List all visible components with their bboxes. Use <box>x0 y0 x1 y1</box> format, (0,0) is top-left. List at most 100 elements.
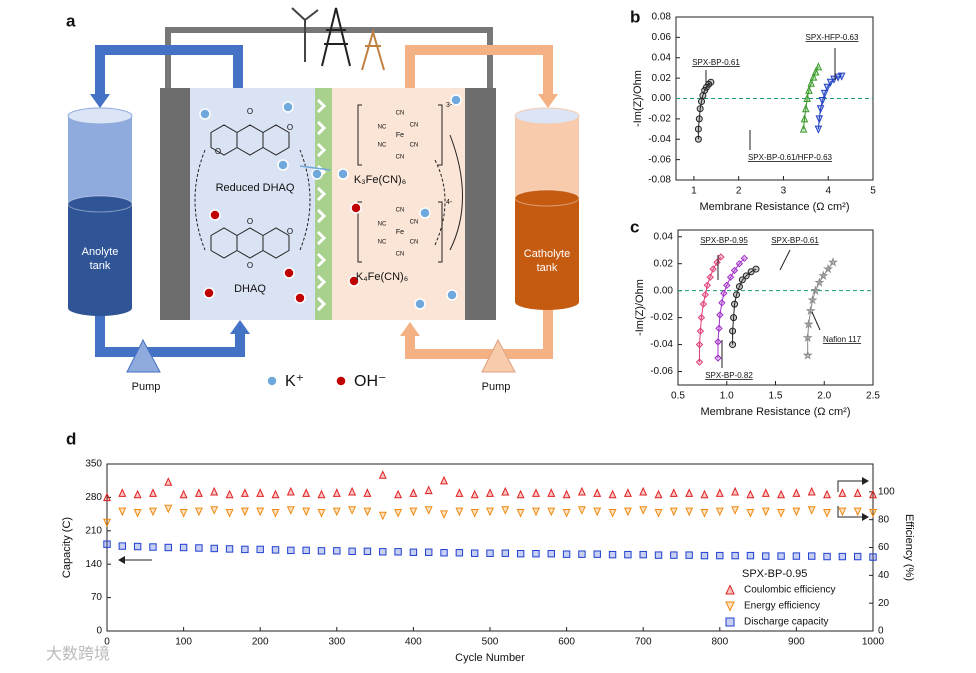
bracket <box>357 104 362 166</box>
point <box>608 489 617 499</box>
tank-label: Anolyte <box>82 246 119 258</box>
point <box>623 488 632 497</box>
point <box>669 488 678 497</box>
point <box>210 486 219 496</box>
x-tick-label: 1.0 <box>720 391 734 402</box>
point <box>409 548 418 556</box>
point <box>470 509 479 518</box>
atom-label: O <box>287 123 293 132</box>
point <box>803 93 811 102</box>
point <box>440 510 448 519</box>
ligand: CN <box>396 111 405 117</box>
point <box>164 477 173 486</box>
atom-label: O <box>247 217 253 226</box>
series-name: SPX-BP-0.61 <box>771 236 819 245</box>
point <box>562 550 571 558</box>
point <box>869 553 877 561</box>
metal: Fe <box>396 132 404 139</box>
panel-label: c <box>630 217 639 236</box>
ligand: CN <box>410 240 419 246</box>
point <box>853 552 862 561</box>
point <box>715 324 723 333</box>
point <box>740 254 749 263</box>
point <box>853 488 862 497</box>
point <box>378 470 387 479</box>
oh-ion <box>203 287 215 299</box>
y-tick-label: 0.04 <box>652 52 672 63</box>
point <box>516 509 525 518</box>
point <box>440 549 448 557</box>
tank-label: Catholyte <box>524 248 570 260</box>
y2-tick-label: 0 <box>878 626 884 637</box>
point <box>807 78 815 87</box>
y-axis-label: -Im(Z)/Ohm <box>632 70 644 127</box>
point <box>210 506 219 515</box>
watermark: 大数跨境 <box>46 644 110 663</box>
point <box>807 486 816 496</box>
molecule-ring <box>262 227 290 259</box>
y2-tick-label: 20 <box>878 598 890 609</box>
point <box>639 550 647 559</box>
point <box>424 485 433 495</box>
pipe <box>95 310 245 357</box>
point <box>501 486 510 496</box>
point <box>639 506 648 515</box>
point <box>805 85 813 94</box>
legend-label: OH⁻ <box>354 373 386 390</box>
point <box>133 542 142 551</box>
point <box>225 545 234 553</box>
legend-label: Coulombic efficiency <box>744 585 836 596</box>
pointer <box>779 249 791 271</box>
point <box>726 273 735 281</box>
point <box>302 546 310 555</box>
point <box>409 488 418 497</box>
electrode <box>160 88 190 320</box>
point <box>808 552 816 560</box>
tank-lower <box>515 198 579 302</box>
point <box>700 509 709 518</box>
point <box>809 72 818 81</box>
point <box>837 72 846 81</box>
membrane-chevron <box>316 186 327 202</box>
point <box>348 547 356 556</box>
point <box>409 507 418 517</box>
point <box>685 507 694 517</box>
electrode <box>465 88 496 320</box>
point <box>562 489 571 499</box>
y-tick-label: -0.08 <box>648 175 671 186</box>
y2-tick-label: 40 <box>878 570 890 581</box>
point <box>720 289 728 298</box>
point <box>149 543 157 551</box>
y-tick-label: 350 <box>85 459 102 470</box>
y-tick-label: -0.02 <box>648 114 671 125</box>
point <box>826 78 835 87</box>
point <box>164 543 172 552</box>
x-tick-label: 200 <box>252 637 269 648</box>
point <box>639 486 648 496</box>
legend-label: Energy efficiency <box>744 601 820 612</box>
point <box>194 507 203 517</box>
tank-top <box>67 107 133 125</box>
axis-arrow-head <box>862 477 869 485</box>
point <box>695 358 704 366</box>
point <box>577 486 586 496</box>
point <box>715 488 724 497</box>
ligand: CN <box>410 143 419 149</box>
point <box>838 507 847 517</box>
x-tick-label: 1 <box>691 186 697 197</box>
molecule-ring <box>262 124 290 156</box>
point <box>562 509 571 518</box>
membrane-chevron <box>316 274 327 290</box>
point <box>792 507 801 517</box>
membrane-chevron <box>316 142 327 158</box>
atom-label: O <box>287 227 293 236</box>
point <box>256 545 264 554</box>
x-tick-label: 0 <box>104 637 110 648</box>
arrow-head <box>90 94 110 108</box>
point <box>805 305 816 316</box>
cycle-arrow <box>434 159 446 246</box>
point <box>733 291 740 299</box>
point <box>818 97 827 106</box>
x-tick-label: 2 <box>736 186 742 197</box>
point <box>715 507 724 517</box>
